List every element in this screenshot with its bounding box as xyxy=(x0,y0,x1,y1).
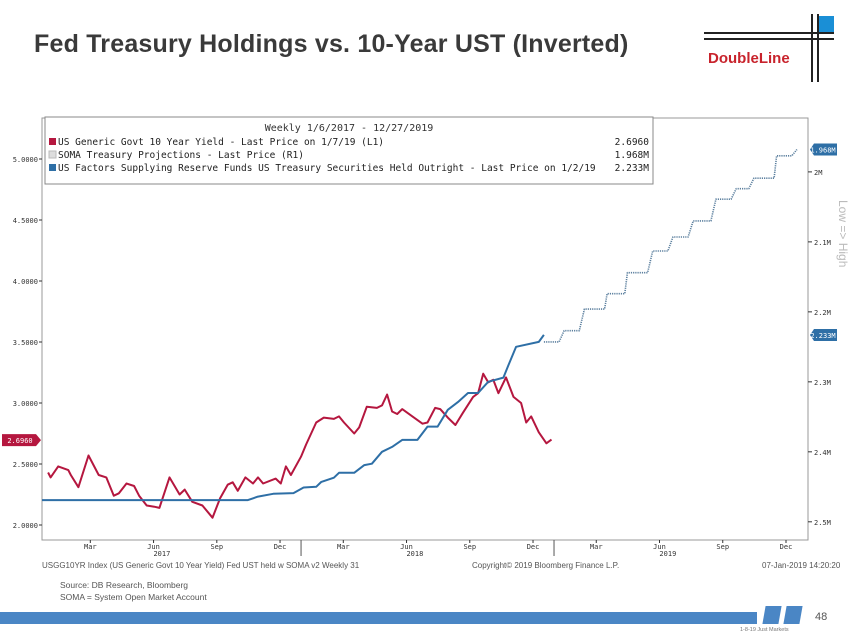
left-axis-tick-label: 4.5000 xyxy=(13,217,38,225)
right-axis-tick-label: 2.1M xyxy=(814,239,831,247)
footer-copyright: Copyright© 2019 Bloomberg Finance L.P. xyxy=(472,561,620,570)
x-axis-tick-label: Sep xyxy=(463,543,476,551)
x-axis-tick-label: Mar xyxy=(84,543,97,551)
x-axis-tick-label: Sep xyxy=(210,543,223,551)
x-axis-tick-label: Dec xyxy=(274,543,287,551)
x-axis-tick-label: Mar xyxy=(337,543,350,551)
legend-entry-label: US Generic Govt 10 Year Yield - Last Pri… xyxy=(58,137,384,148)
left-axis-tick-label: 3.5000 xyxy=(13,339,38,347)
right-value-badge-text: 2.233M xyxy=(810,332,835,340)
series-line-soma-treasury-projections xyxy=(543,148,798,343)
logo-lines-icon xyxy=(704,14,834,82)
right-axis-tick-label: 2.4M xyxy=(814,449,831,457)
legend: Weekly 1/6/2017 - 12/27/2019 US Generic … xyxy=(44,116,654,185)
plot-area xyxy=(41,117,809,541)
legend-entry-value: 2.6960 xyxy=(615,137,650,148)
page-number: 48 xyxy=(815,611,828,623)
series-line-us-treasury-securities-held-outright xyxy=(42,334,545,502)
source-note: Source: DB Research, Bloomberg xyxy=(60,580,189,590)
right-value-badge-text: 1.968M xyxy=(810,146,835,154)
legend-entry-label: SOMA Treasury Projections - Last Price (… xyxy=(58,150,304,161)
x-axis-tick-label: Dec xyxy=(527,543,540,551)
left-axis-tick-label: 2.0000 xyxy=(13,522,38,530)
right-axis-tick-label: 2M xyxy=(814,169,822,177)
x-axis-year-label: 2018 xyxy=(406,550,423,558)
left-axis-tick-label: 3.0000 xyxy=(13,400,38,408)
x-axis-year-label: 2019 xyxy=(659,550,676,558)
page-tag: 1-8-19 Just Markets xyxy=(740,627,789,633)
x-axis-tick-label: Sep xyxy=(716,543,729,551)
x-axis-tick-label: Jun xyxy=(400,543,413,551)
left-last-value-badge-text: 2.6960 xyxy=(7,437,32,445)
right-axis-tick-label: 2.5M xyxy=(814,519,831,527)
left-axis-tick-label: 5.0000 xyxy=(13,156,38,164)
doubleline-logo: DoubleLine xyxy=(700,14,840,84)
legend-entry-value: 1.968M xyxy=(615,150,650,161)
footer-timestamp: 07-Jan-2019 14:20:20 xyxy=(762,561,841,570)
soma-note: SOMA = System Open Market Account xyxy=(60,592,207,602)
footer-block xyxy=(762,606,782,624)
left-axis-tick-label: 2.5000 xyxy=(13,461,38,469)
low-high-annotation: Low => High xyxy=(836,200,850,267)
right-axis-tick-label: 2.2M xyxy=(814,309,831,317)
footer-block xyxy=(783,606,803,624)
x-axis-year-label: 2017 xyxy=(153,550,170,558)
footer-bar xyxy=(0,612,757,624)
x-axis-tick-label: Jun xyxy=(653,543,666,551)
legend-swatch xyxy=(49,138,56,145)
right-axis-tick-label: 2.3M xyxy=(814,379,831,387)
x-axis-tick-label: Jun xyxy=(147,543,160,551)
legend-entry-label: US Factors Supplying Reserve Funds US Tr… xyxy=(58,163,596,174)
right-value-badge xyxy=(810,328,837,341)
legend-box xyxy=(44,116,654,185)
legend-header: Weekly 1/6/2017 - 12/27/2019 xyxy=(265,123,434,134)
footer-left: USGG10YR Index (US Generic Govt 10 Year … xyxy=(42,561,360,570)
left-axis-tick-label: 4.0000 xyxy=(13,278,38,286)
x-axis-tick-label: Dec xyxy=(780,543,793,551)
logo-text: DoubleLine xyxy=(708,50,790,67)
legend-swatch xyxy=(49,164,56,171)
page-title: Fed Treasury Holdings vs. 10-Year UST (I… xyxy=(34,30,629,58)
x-axis-tick-label: Mar xyxy=(590,543,603,551)
right-value-badge xyxy=(810,143,837,156)
legend-entry-value: 2.233M xyxy=(615,163,650,174)
legend-swatch xyxy=(48,150,57,159)
left-last-value-badge xyxy=(2,434,41,447)
